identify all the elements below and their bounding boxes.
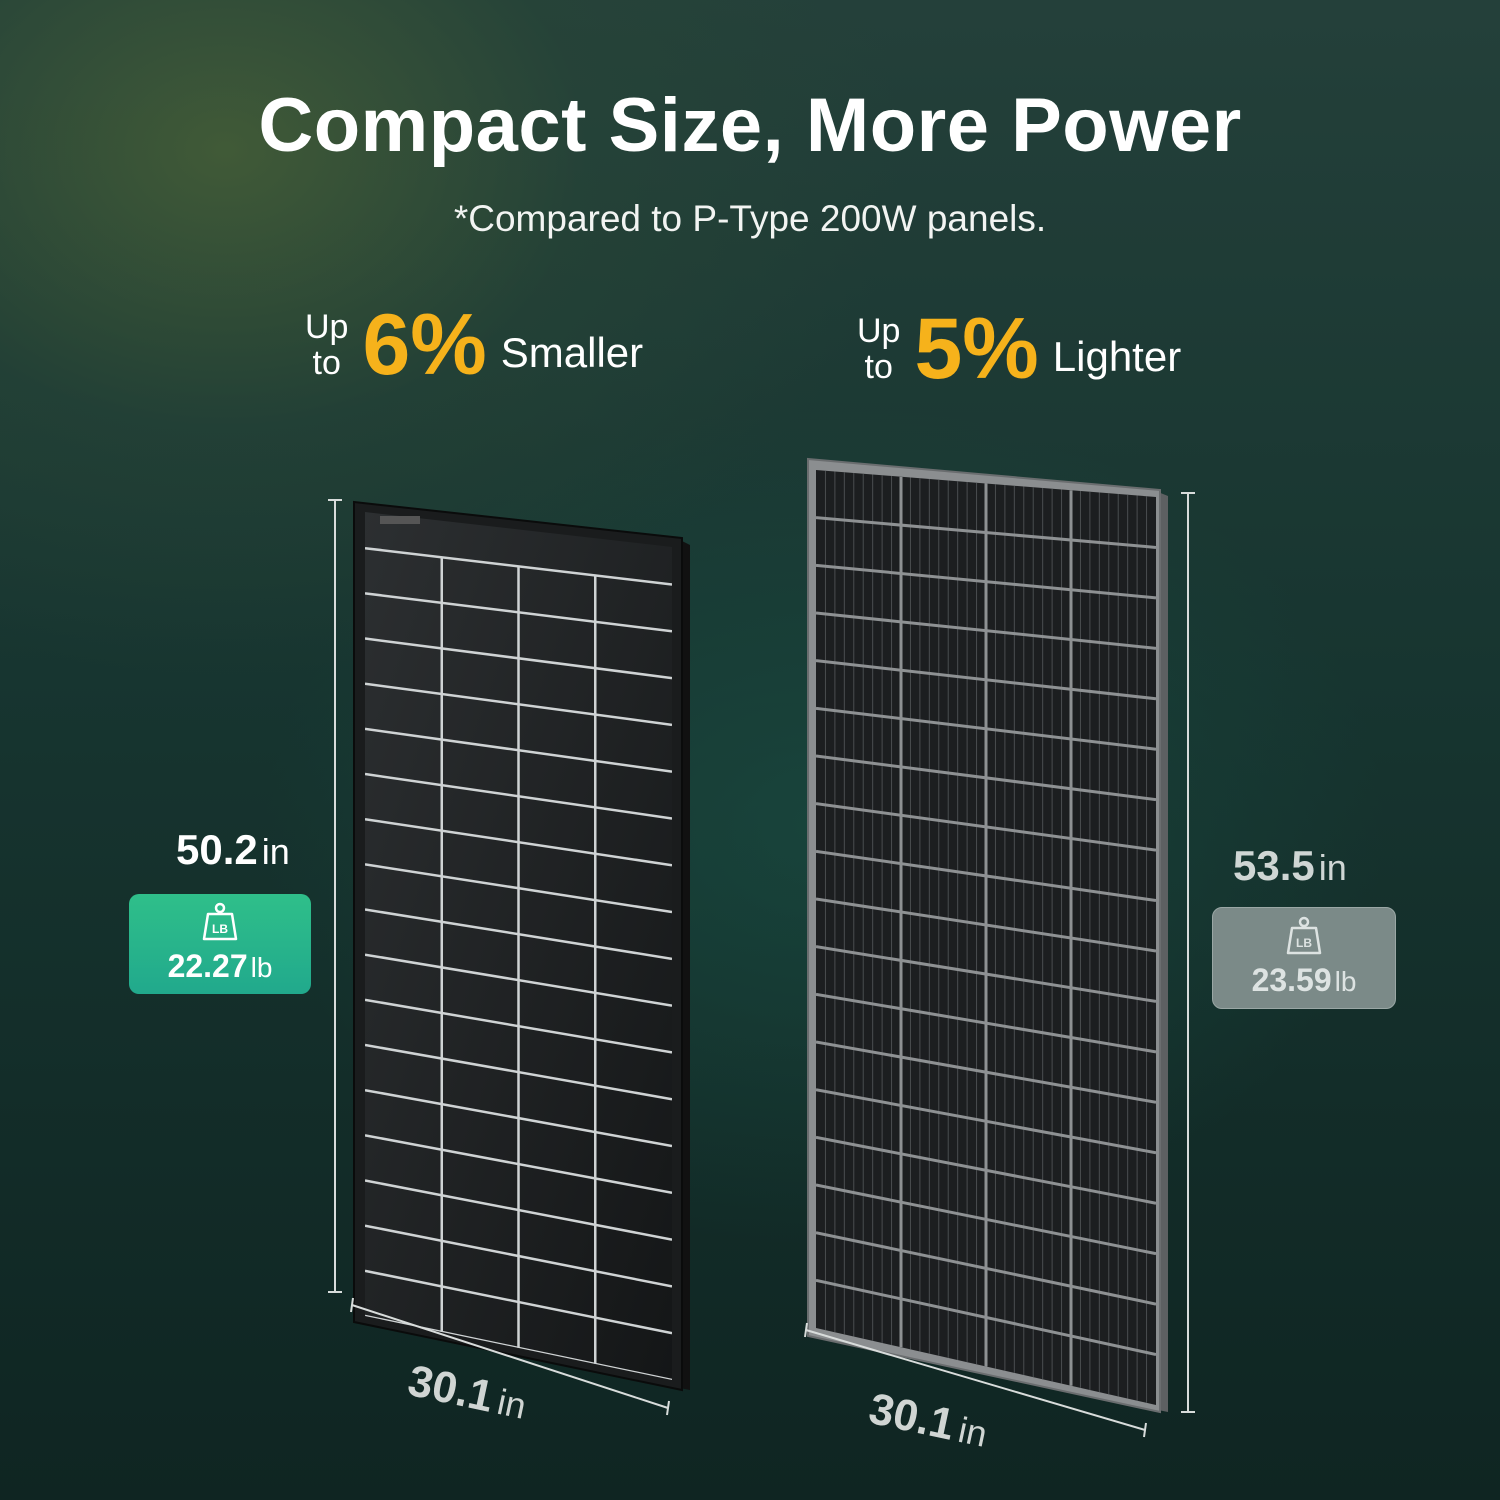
- cell-gap-horizontal: [816, 563, 1156, 600]
- left-height-label: 50.2 in: [176, 826, 290, 874]
- cell-gap-horizontal: [365, 1224, 672, 1288]
- cell-gap-horizontal: [365, 908, 672, 961]
- right-weight-text: 23.59 lb: [1213, 962, 1395, 999]
- left-width-line: [351, 1304, 669, 1409]
- claim-up-label: Up: [857, 312, 901, 350]
- right-width-line: [805, 1329, 1146, 1431]
- cell-gap-horizontal: [365, 1088, 672, 1148]
- cell-gap-horizontal: [365, 592, 672, 633]
- right-height-value: 53.5: [1233, 842, 1315, 889]
- cell-gap-horizontal: [816, 897, 1156, 953]
- right-width-tick-right: [1143, 1422, 1147, 1438]
- left-width-tick-left: [350, 1297, 354, 1313]
- left-weight-value: 22.27: [167, 948, 248, 984]
- right-weight-badge: LB 23.59 lb: [1212, 907, 1396, 1009]
- comparison-footnote: *Compared to P-Type 200W panels.: [453, 198, 1047, 239]
- right-solar-panel: [807, 457, 1168, 1414]
- cell-gap-horizontal: [365, 1269, 672, 1335]
- claim-smaller: Up to 6% Smaller: [305, 302, 643, 388]
- cell-gap-horizontal: [816, 706, 1156, 751]
- cell-gap-horizontal: [816, 1135, 1156, 1205]
- weight-icon-lb: LB: [1296, 936, 1312, 950]
- left-weight-badge: LB 22.27 lb: [129, 894, 311, 994]
- cell-gap-horizontal: [816, 516, 1156, 549]
- claim-to-label: to: [864, 348, 893, 386]
- right-weight-value: 23.59: [1251, 962, 1332, 998]
- cell-gap-horizontal: [816, 1040, 1156, 1104]
- cell-gap-horizontal: [816, 1088, 1156, 1155]
- cell-gap-horizontal: [365, 1179, 672, 1241]
- weight-icon: LB: [1286, 916, 1322, 955]
- cell-gap-horizontal: [816, 849, 1156, 903]
- left-panel-label-strip: [380, 516, 420, 524]
- cell-gap-horizontal: [365, 998, 672, 1054]
- cell-gap-horizontal: [365, 546, 672, 586]
- cell-gap-horizontal: [816, 945, 1156, 1003]
- left-weight-unit: lb: [250, 952, 273, 983]
- claim-up-label: Up: [305, 308, 349, 346]
- cell-gap-horizontal: [816, 1183, 1156, 1256]
- left-solar-panel: [353, 500, 690, 1392]
- cell-gap-horizontal: [816, 992, 1156, 1054]
- cell-gap-horizontal: [365, 727, 672, 773]
- cell-gap-horizontal: [816, 1231, 1156, 1306]
- cell-gap-horizontal: [365, 1134, 672, 1195]
- cell-gap-horizontal: [365, 817, 672, 867]
- cell-gap-horizontal: [816, 754, 1156, 802]
- cell-gap-horizontal: [816, 1278, 1156, 1357]
- left-height-value: 50.2: [176, 826, 258, 873]
- left-height-unit: in: [261, 831, 290, 872]
- cell-gap-horizontal: [816, 611, 1156, 650]
- dimension-lines: [328, 492, 1195, 1438]
- claim-percent: 6%: [362, 297, 487, 393]
- left-width-tick-right: [666, 1400, 670, 1416]
- left-weight-text: 22.27 lb: [129, 948, 311, 985]
- claim-word: Smaller: [500, 329, 644, 376]
- right-height-label: 53.5 in: [1233, 842, 1347, 890]
- weight-icon-lb: LB: [212, 922, 228, 936]
- claim-upto: Up to: [305, 309, 348, 381]
- cell-gap-horizontal: [365, 863, 672, 914]
- cell-gap-horizontal: [816, 802, 1156, 852]
- cell-gap-horizontal: [365, 682, 672, 727]
- cell-gap-horizontal: [816, 659, 1156, 701]
- cell-gap-horizontal: [365, 637, 672, 680]
- claim-word: Lighter: [1052, 333, 1182, 380]
- claim-percent: 5%: [914, 301, 1039, 397]
- right-weight-unit: lb: [1334, 966, 1357, 997]
- cell-gap-horizontal: [365, 1043, 672, 1101]
- claim-to-label: to: [312, 344, 341, 382]
- claim-lighter: Up to 5% Lighter: [857, 306, 1181, 392]
- right-width-tick-left: [804, 1322, 808, 1338]
- page-title: Compact Size, More Power: [258, 83, 1242, 168]
- weight-icon: LB: [202, 902, 238, 941]
- right-panel-cell-grid: [816, 470, 1156, 1403]
- cell-gap-horizontal: [365, 953, 672, 1007]
- right-height-unit: in: [1318, 847, 1347, 888]
- cell-gap-horizontal: [365, 772, 672, 820]
- claim-upto: Up to: [857, 313, 900, 385]
